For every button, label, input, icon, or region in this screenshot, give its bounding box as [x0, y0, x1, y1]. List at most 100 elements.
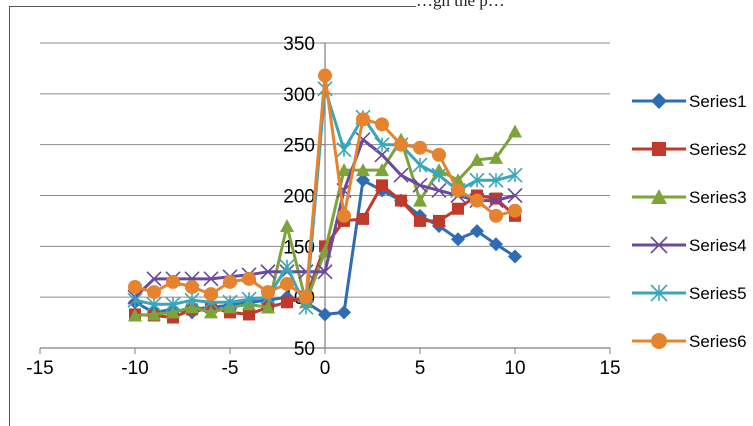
series1-point	[451, 232, 465, 247]
x-tick-label: -15	[26, 358, 53, 379]
series6-point	[470, 193, 484, 208]
series4-point	[203, 271, 219, 287]
series2-point	[395, 194, 407, 207]
y-tick-label: 350	[283, 34, 315, 55]
series2-point	[452, 202, 464, 215]
series6-point	[413, 140, 427, 155]
series5-point	[469, 172, 485, 188]
series6-point	[166, 274, 180, 289]
series3-point	[337, 163, 351, 177]
series1-point	[489, 237, 503, 252]
x-tick-label: 10	[504, 358, 525, 379]
series5-point	[127, 292, 143, 308]
series2-point	[243, 308, 255, 321]
series6-point	[299, 290, 313, 305]
frame-top-border	[10, 6, 416, 7]
series3-point	[204, 305, 218, 319]
legend-item-series3: Series3	[632, 188, 747, 207]
frame-left-border	[9, 6, 10, 426]
axes	[39, 42, 611, 354]
legend-label: Series6	[689, 332, 747, 351]
series1-point	[470, 224, 484, 239]
caption-fragment: …gh the p…	[416, 0, 505, 10]
y-tick-label: 50	[294, 339, 315, 360]
series-group	[127, 68, 523, 324]
series6-point	[147, 285, 161, 300]
series4-point	[507, 187, 523, 204]
series6-point	[223, 274, 237, 289]
legend-label: Series2	[689, 140, 747, 159]
series5-point	[488, 172, 504, 188]
x-tick-label: 15	[599, 358, 620, 379]
series4-point	[431, 182, 447, 198]
x-tick-label: -5	[222, 358, 239, 379]
series6-point	[356, 112, 370, 127]
series5-point	[374, 137, 390, 153]
series4-point	[317, 264, 333, 280]
series3-point	[166, 305, 180, 319]
series3-point	[261, 300, 275, 314]
series6-point	[489, 208, 503, 223]
series5-point	[222, 294, 238, 310]
legend-item-series1: Series1	[632, 92, 747, 111]
series5-point	[146, 296, 162, 312]
legend-label: Series3	[689, 188, 747, 207]
legend-swatch-marker	[651, 189, 667, 204]
series5-point	[507, 167, 523, 183]
series1-point	[356, 173, 370, 188]
series6-point	[337, 208, 351, 223]
legend-swatch-marker	[650, 236, 668, 254]
x-tick-label: -10	[121, 358, 148, 379]
series6-point	[432, 147, 446, 162]
series3-point	[508, 124, 522, 138]
legend-label: Series1	[689, 92, 747, 111]
series1-point	[318, 307, 332, 322]
series6-point	[204, 287, 218, 302]
series3-point	[489, 150, 503, 164]
series5-point	[431, 167, 447, 183]
series4-point	[146, 271, 162, 287]
y-tick-label: 200	[283, 187, 315, 208]
legend-item-series4: Series4	[632, 236, 747, 255]
series6-point	[451, 183, 465, 198]
series6-point	[185, 280, 199, 294]
series5-point	[279, 259, 295, 275]
legend-swatch-marker	[652, 142, 666, 156]
series1-point	[508, 249, 522, 264]
series3-point	[128, 308, 142, 322]
series5-point	[412, 157, 428, 173]
legend-swatch-marker	[650, 284, 668, 302]
series3-point	[413, 193, 427, 207]
series5-point	[165, 296, 181, 312]
legend-swatch-marker	[651, 93, 667, 109]
legend-swatch-marker	[651, 333, 667, 349]
series3-point	[375, 163, 389, 177]
series6-point	[242, 271, 256, 286]
y-tick-label: 250	[283, 136, 315, 157]
series3-point	[280, 219, 294, 232]
series3-point	[147, 307, 161, 321]
series2-point	[433, 214, 445, 227]
legend-label: Series4	[689, 236, 747, 255]
series4-point	[412, 177, 428, 193]
series5-point	[241, 291, 257, 307]
series1-point	[337, 305, 351, 320]
legend-item-series2: Series2	[632, 140, 747, 159]
series5-point	[184, 292, 200, 308]
series6-group	[128, 68, 522, 305]
x-tick-label: 5	[415, 358, 426, 379]
series6-point	[394, 137, 408, 152]
series6-point	[280, 276, 294, 291]
series5-point	[336, 142, 352, 158]
legend-item-series5: Series5	[632, 284, 747, 303]
x-tick-label: 0	[320, 358, 331, 379]
series6-point	[508, 203, 522, 218]
series6-point	[128, 280, 142, 294]
legend-item-series6: Series6	[632, 332, 747, 351]
series2-point	[414, 214, 426, 227]
series4-point	[260, 264, 276, 280]
series3-point	[356, 163, 370, 177]
series4-point	[393, 167, 409, 183]
